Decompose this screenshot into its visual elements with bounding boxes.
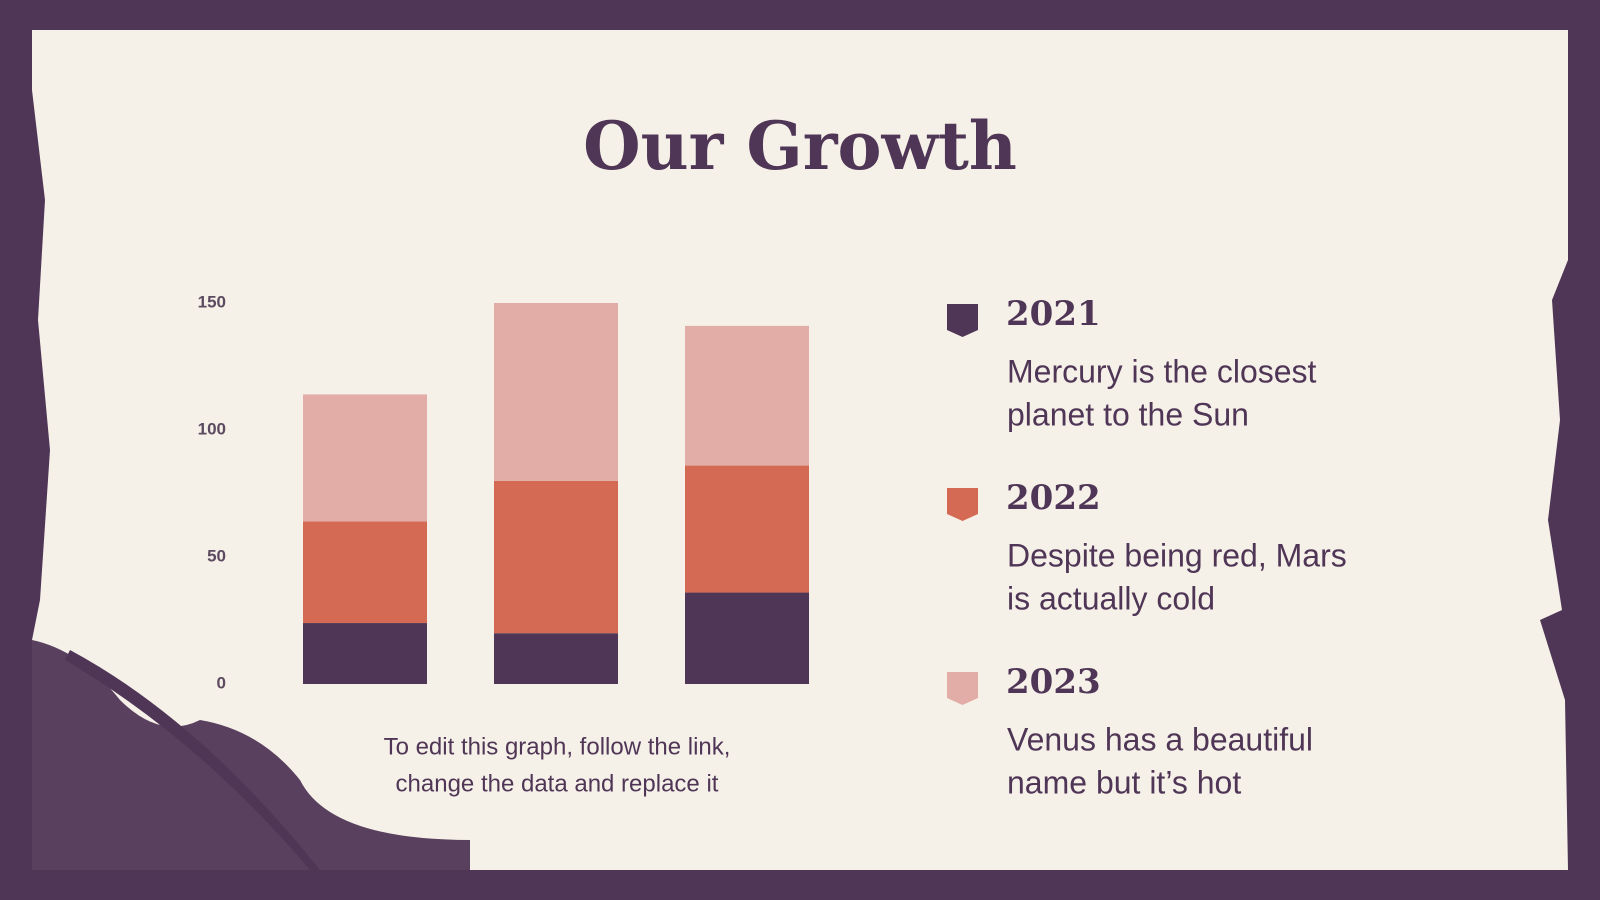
bar-segment [685, 465, 809, 593]
legend-name: 2022 [1006, 478, 1101, 518]
y-tick-label: 0 [217, 673, 226, 692]
legend-description: Despite being red, Mars [1007, 537, 1347, 573]
legend-name: 2021 [1006, 294, 1101, 334]
bar-segment [494, 303, 618, 481]
legend-marker [947, 488, 978, 521]
bar-segment [494, 633, 618, 684]
decoration [32, 90, 1568, 870]
legend-description: Venus has a beautiful [1007, 721, 1313, 757]
bar-segment [303, 394, 427, 522]
bar-segment [685, 592, 809, 684]
legend-marker [947, 672, 978, 705]
legend-marker [947, 304, 978, 337]
bar-segment [685, 325, 809, 466]
legend-description: Mercury is the closest [1007, 353, 1317, 389]
legend-description: name but it’s hot [1007, 764, 1241, 800]
bar-segment [303, 623, 427, 684]
bar-segment [303, 521, 427, 624]
bar-segment [494, 480, 618, 634]
legend-description: is actually cold [1007, 580, 1215, 616]
legend-name: 2023 [1006, 662, 1101, 702]
legend-description: planet to the Sun [1007, 396, 1249, 432]
note: To edit this graph, follow the link, [384, 733, 731, 760]
y-tick-label: 100 [198, 419, 226, 438]
title: Our Growth [583, 107, 1017, 185]
note: change the data and replace it [396, 770, 719, 797]
y-tick-label: 50 [207, 546, 226, 565]
y-tick-label: 150 [198, 292, 226, 311]
